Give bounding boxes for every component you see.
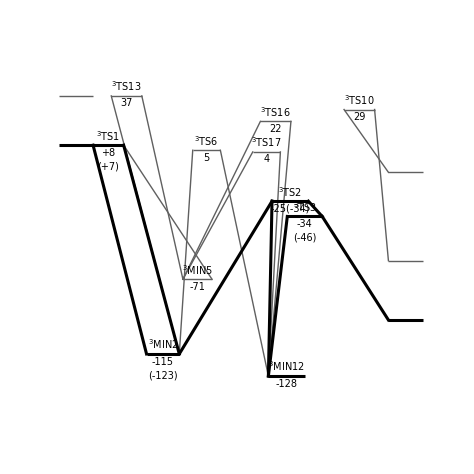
Text: $^3$TS17: $^3$TS17	[251, 136, 282, 149]
Text: -115: -115	[152, 356, 174, 366]
Text: (-46): (-46)	[293, 233, 317, 243]
Text: 29: 29	[353, 112, 365, 122]
Text: 37: 37	[120, 99, 133, 109]
Text: -128: -128	[275, 379, 298, 389]
Text: 22: 22	[269, 124, 282, 134]
Text: $^3$TS6: $^3$TS6	[194, 134, 219, 148]
Text: $^3$TS13: $^3$TS13	[111, 80, 142, 93]
Text: (-123): (-123)	[148, 370, 178, 380]
Text: $^3$TS10: $^3$TS10	[344, 93, 374, 107]
Text: -34: -34	[297, 219, 313, 229]
Text: $^3$TS16: $^3$TS16	[260, 105, 291, 119]
Text: 4: 4	[264, 155, 270, 164]
Text: $^3$TS3: $^3$TS3	[292, 200, 317, 214]
Text: $^3$MIN5: $^3$MIN5	[182, 263, 213, 277]
Text: $^3$TS2: $^3$TS2	[278, 185, 302, 199]
Text: -71: -71	[190, 282, 205, 292]
Text: $^3$MIN12: $^3$MIN12	[268, 360, 305, 374]
Text: (+7): (+7)	[98, 161, 119, 171]
Text: $^3$TS1: $^3$TS1	[96, 129, 120, 143]
Text: $^3$MIN2: $^3$MIN2	[147, 337, 178, 351]
Text: 5: 5	[203, 153, 210, 163]
Text: -25(-34): -25(-34)	[271, 204, 310, 214]
Text: +8: +8	[101, 148, 115, 158]
